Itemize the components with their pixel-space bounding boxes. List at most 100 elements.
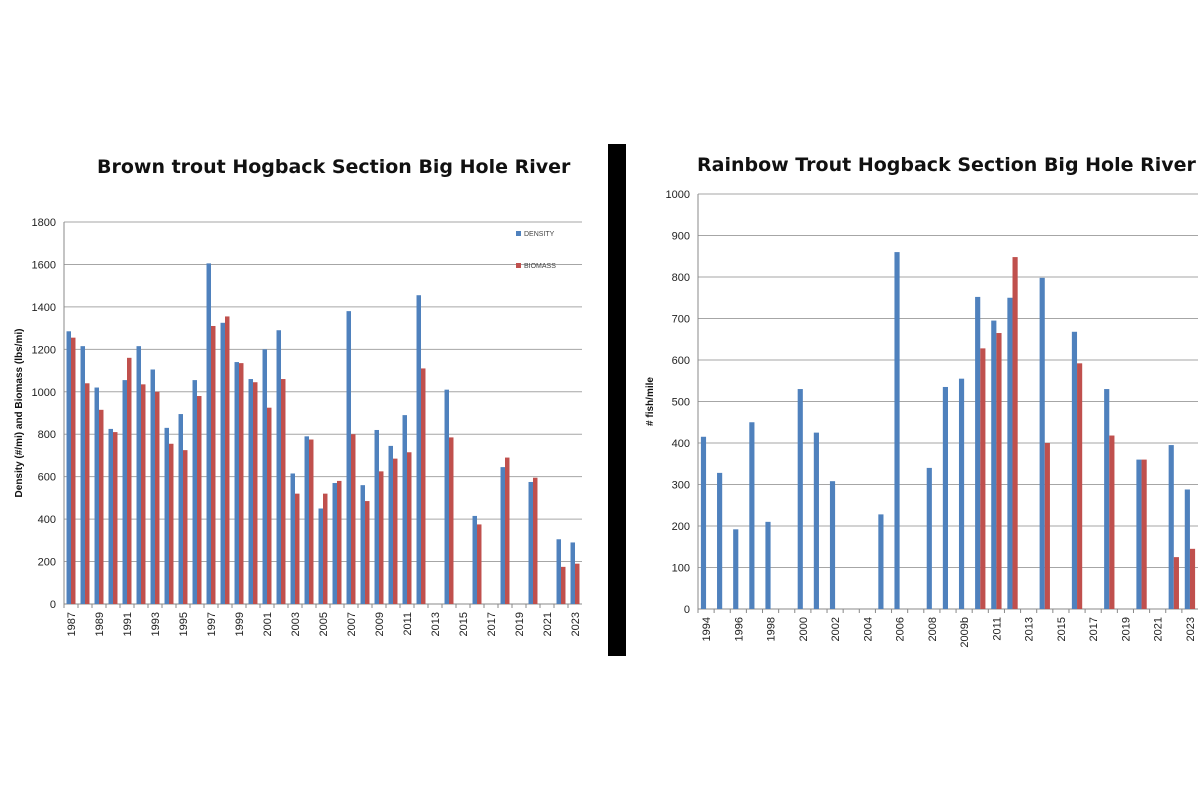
x-tick-label: 1989 — [94, 612, 106, 636]
y-tick-label: 1800 — [32, 217, 56, 229]
density-bar — [346, 311, 351, 604]
y-tick-label: 1200 — [32, 344, 56, 356]
y-tick-label: 0 — [50, 599, 56, 611]
rainbow-trout-plot: 0 100 200 300 400 500 600 700 800 900 1000 1994 1996… — [645, 189, 1198, 648]
x-tick-label: 2019 — [1120, 617, 1132, 641]
biomass-bar — [980, 348, 986, 609]
x-tick-label: 1999 — [234, 612, 246, 636]
x-tick-label: 2007 — [346, 612, 358, 636]
x-tick-label: 2001 — [262, 612, 274, 636]
density-bar — [926, 467, 932, 609]
biomass-bar — [239, 363, 244, 604]
density-bar — [717, 472, 723, 609]
density-bar — [500, 467, 505, 604]
density-bar — [444, 389, 449, 604]
biomass-bar — [1044, 443, 1050, 609]
density-bar — [332, 483, 337, 604]
biomass-bar — [309, 439, 314, 604]
y-tick-label: 700 — [672, 314, 690, 326]
biomass-bar — [505, 457, 510, 604]
biomass-bar — [393, 458, 398, 604]
x-tick-label: 2005 — [318, 612, 330, 636]
density-bar — [1136, 459, 1142, 609]
x-tick-label: 2017 — [486, 612, 498, 636]
density-bar — [700, 436, 707, 609]
biomass-bar — [421, 368, 426, 604]
x-tick-label: 2021 — [542, 612, 554, 636]
density-bar — [66, 331, 71, 604]
y-tick-label: 300 — [672, 480, 690, 492]
y-tick-label: 1600 — [32, 259, 56, 271]
density-bar — [136, 346, 141, 604]
x-tick-label: 2019 — [514, 612, 526, 636]
biomass-bar — [996, 333, 1002, 609]
density-bar — [749, 422, 755, 609]
density-bar — [878, 514, 884, 609]
y-tick-label: 200 — [672, 521, 690, 533]
x-tick-label: 2009b — [959, 617, 971, 648]
density-bar — [178, 414, 183, 604]
biomass-bar — [575, 563, 580, 604]
density-bar — [402, 415, 407, 604]
density-bar — [220, 322, 225, 604]
chart-title: Rainbow Trout Hogback Section Big Hole R… — [697, 154, 1196, 176]
x-tick-label: 2004 — [862, 617, 874, 641]
biomass-bar — [1173, 557, 1179, 609]
biomass-bar — [155, 391, 160, 604]
brown-trout-plot: 0 200 400 600 800 1000 1200 1400 1600 1800 1987 198… — [14, 217, 582, 636]
x-tick-label: 2002 — [830, 617, 842, 641]
x-tick-label: 2023 — [1185, 617, 1197, 641]
density-bar — [248, 379, 253, 604]
biomass-bar — [477, 524, 482, 604]
y-axis-label: # fish/mile — [645, 377, 656, 426]
biomass-bar — [113, 432, 118, 604]
biomass-bar — [407, 452, 412, 604]
density-bar — [958, 378, 965, 609]
biomass-bar — [127, 357, 132, 604]
y-tick-label: 0 — [684, 604, 690, 616]
biomass-bar — [281, 379, 286, 604]
biomass-bar — [295, 493, 300, 604]
biomass-bar — [85, 383, 90, 604]
x-tick-label: 1998 — [766, 617, 778, 641]
x-tick-label: 2017 — [1088, 617, 1100, 641]
density-bar — [276, 330, 281, 604]
density-bar — [304, 436, 309, 604]
density-bar — [1184, 489, 1190, 609]
density-bar — [388, 445, 393, 604]
density-bar — [108, 428, 113, 604]
y-tick-label: 800 — [38, 429, 56, 441]
biomass-bar — [1141, 459, 1147, 609]
x-tick-label: 1994 — [701, 617, 713, 641]
y-tick-label: 600 — [672, 355, 690, 367]
biomass-bar — [267, 407, 272, 604]
density-bar — [1039, 277, 1045, 609]
x-tick-label: 1997 — [206, 612, 218, 636]
biomass-bar — [225, 316, 230, 604]
biomass-bar — [183, 450, 188, 604]
x-tick-label: 2006 — [895, 617, 907, 641]
y-tick-label: 1000 — [666, 189, 690, 201]
density-bar — [528, 481, 533, 604]
biomass-bar — [253, 382, 258, 604]
x-tick-label: 1993 — [150, 612, 162, 636]
x-tick-label: 2013 — [1024, 617, 1036, 641]
density-bar — [290, 473, 295, 604]
y-tick-label: 400 — [38, 514, 56, 526]
biomass-bar — [533, 477, 538, 604]
biomass-bar — [197, 396, 202, 604]
x-tick-label: 2015 — [458, 612, 470, 636]
density-bar — [765, 521, 771, 609]
x-tick-label: 2008 — [927, 617, 939, 641]
x-tick-label: 2011 — [991, 617, 1003, 641]
y-tick-label: 500 — [672, 397, 690, 409]
density-bar — [733, 529, 739, 609]
brown-trout-chart: Brown trout Hogback Section Big Hole Riv… — [0, 140, 600, 660]
density-bar — [813, 432, 819, 609]
y-tick-label: 600 — [38, 472, 56, 484]
density-bar — [942, 386, 948, 609]
density-bar — [262, 349, 267, 604]
y-tick-label: 1400 — [32, 302, 56, 314]
x-tick-label: 2009 — [374, 612, 386, 636]
biomass-bar — [351, 434, 356, 604]
